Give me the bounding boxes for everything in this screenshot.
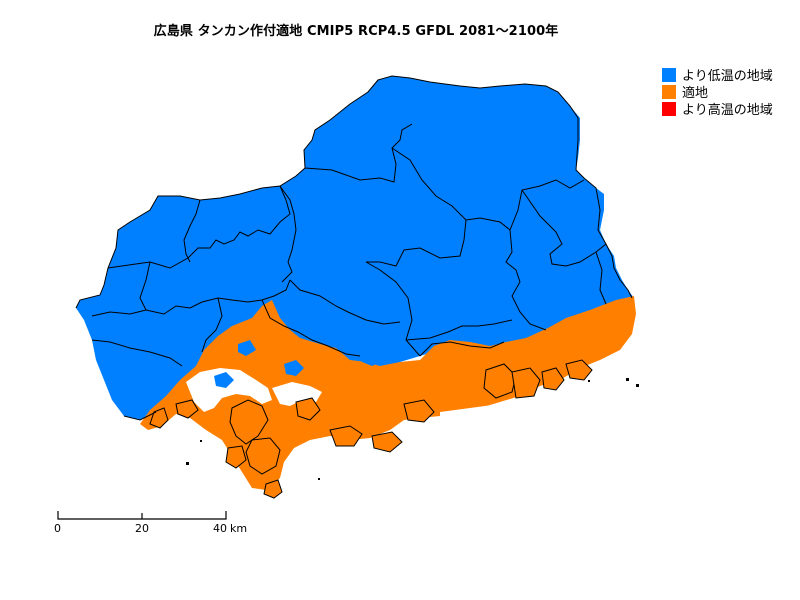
legend-swatch-colder	[662, 67, 676, 82]
map-title: 広島県 タンカン作付適地 CMIP5 RCP4.5 GFDL 2081～2100…	[153, 24, 559, 39]
colder-region	[76, 76, 634, 420]
scale-tick-40: 40	[213, 522, 227, 535]
legend-item-suitable: 適地	[662, 83, 773, 101]
scale-unit: km	[230, 522, 248, 535]
colder-patch	[238, 340, 256, 356]
legend-item-colder: より低温の地域	[662, 66, 773, 84]
legend-swatch-warmer	[662, 101, 676, 116]
scale-bar-line	[57, 511, 227, 520]
colder-patch	[214, 372, 234, 388]
colder-patch	[284, 360, 304, 376]
municipal-boundaries	[75, 75, 633, 421]
legend-label: より高温の地域	[682, 103, 773, 118]
legend-label: 適地	[682, 86, 709, 101]
islands	[149, 359, 593, 499]
islets	[186, 378, 639, 480]
scale-tick-0: 0	[54, 522, 61, 535]
legend-label: より低温の地域	[682, 69, 773, 84]
legend-item-warmer: より高温の地域	[662, 100, 773, 118]
sea-inlet-hiroshima-bay	[186, 368, 272, 412]
sea-inlet-east	[440, 386, 590, 424]
scale-bar: 0 20 40 km	[50, 508, 250, 548]
legend: より低温の地域 適地 より高温の地域	[662, 66, 773, 118]
legend-swatch-suitable	[662, 84, 676, 99]
scale-tick-20: 20	[135, 522, 149, 535]
colder-patch	[362, 350, 384, 366]
